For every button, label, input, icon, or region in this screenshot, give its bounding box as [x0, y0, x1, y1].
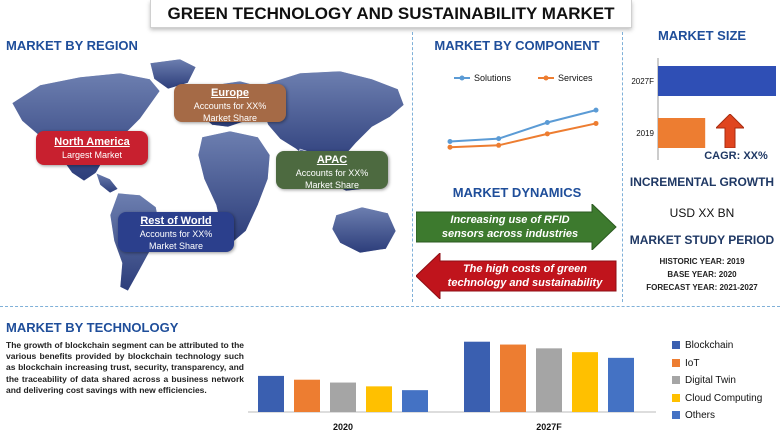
tech-bar-2020-iot	[294, 379, 320, 412]
legend-label: Others	[685, 410, 716, 421]
technology-section-title: MARKET BY TECHNOLOGY	[6, 320, 179, 335]
rest-of-world-name: Rest of World	[140, 215, 212, 227]
legend-item-digital-twin: Digital Twin	[672, 374, 780, 387]
divider-component-size	[622, 32, 623, 302]
legend-marker-services	[543, 75, 549, 81]
apac-desc-2: Market Share	[304, 180, 360, 190]
region-section-title: MARKET BY REGION	[6, 38, 138, 53]
map-label-apac: APAC Accounts for XX% Market Share	[276, 151, 388, 190]
map-label-rest-of-world: Rest of World Accounts for XX% Market Sh…	[118, 212, 234, 252]
europe-desc-2: Market Share	[202, 113, 258, 123]
series-line-solutions	[449, 109, 597, 143]
technology-description: The growth of blockchain segment can be …	[6, 340, 244, 395]
legend-swatch	[672, 411, 680, 420]
tech-bar-2020-others	[402, 390, 428, 412]
legend-item-others: Others	[672, 409, 780, 422]
point-solutions-1	[496, 136, 502, 142]
technology-legend: Blockchain IoT Digital Twin Cloud Computing…	[672, 339, 780, 427]
point-services-2	[544, 131, 550, 137]
tech-bar-2020-blockchain	[258, 375, 284, 412]
cagr-text: CAGR: XX%	[704, 150, 768, 162]
tech-bar-2027f-blockchain	[464, 341, 490, 412]
legend-marker-solutions	[459, 75, 465, 81]
legend-swatch	[672, 376, 680, 385]
dynamics-section-title: MARKET DYNAMICS	[452, 185, 582, 200]
legend-swatch	[672, 393, 680, 402]
component-line-chart: Solutions Services	[447, 73, 599, 150]
legend-label: IoT	[685, 357, 700, 369]
legend-item-blockchain: Blockchain	[672, 339, 780, 352]
point-solutions-2	[544, 120, 550, 125]
tech-bar-2027f-digital-twin	[536, 348, 562, 412]
north-america-name: North America	[54, 136, 130, 148]
legend-label: Digital Twin	[685, 375, 736, 386]
legend-label: Blockchain	[685, 340, 734, 351]
rest-of-world-desc-2: Market Share	[148, 241, 204, 251]
incremental-title: INCREMENTAL GROWTH	[629, 175, 775, 189]
divider-region-component	[412, 32, 413, 302]
forecast-year: FORECAST YEAR: 2021-2027	[646, 283, 758, 292]
north-america-desc: Largest Market	[61, 150, 123, 160]
apac-name: APAC	[316, 154, 348, 166]
europe-desc-1: Accounts for XX%	[193, 101, 267, 111]
point-services-0	[447, 144, 453, 150]
market-size-chart: 2027F 2019	[631, 58, 776, 160]
apac-desc-1: Accounts for XX%	[295, 168, 369, 178]
rest-of-world-desc-1: Accounts for XX%	[139, 229, 213, 239]
point-solutions-3	[593, 107, 599, 113]
legend-label-services: Services	[558, 73, 593, 83]
size-section-title: MARKET SIZE	[657, 28, 747, 43]
tech-category-2020: 2020	[333, 422, 353, 432]
series-line-services	[449, 122, 597, 149]
component-section-title: MARKET BY COMPONENT	[434, 38, 600, 53]
tech-bar-2027f-iot	[500, 344, 526, 412]
challenge-arrow	[416, 253, 617, 299]
challenge-text: The high costs of green technology and s…	[447, 263, 603, 303]
legend-label: Cloud Computing	[685, 392, 763, 404]
divider-top-bottom	[0, 306, 780, 307]
legend-item-cloud-computing: Cloud Computing	[672, 392, 780, 405]
size-bar-2019	[658, 118, 706, 148]
europe-name: Europe	[211, 87, 249, 99]
tech-bar-2027f-cloud-computing	[572, 352, 598, 412]
cagr-up-arrow	[716, 114, 744, 148]
point-solutions-0	[447, 139, 453, 144]
legend-item-iot: IoT	[672, 357, 780, 370]
legend-label-solutions: Solutions	[474, 73, 512, 83]
tech-bar-2020-digital-twin	[330, 382, 356, 412]
driver-text: Increasing use of RFID sensors across in…	[441, 214, 579, 240]
driver-arrow	[416, 204, 617, 250]
incremental-value: USD XX BN	[669, 206, 735, 220]
map-label-europe: Europe Accounts for XX% Market Share	[174, 84, 286, 123]
page-title: GREEN TECHNOLOGY AND SUSTAINABILITY MARK…	[150, 0, 632, 28]
tech-bar-2027f-others	[608, 357, 634, 412]
base-year: BASE YEAR: 2020	[667, 270, 737, 279]
size-label-2027f: 2027F	[631, 77, 654, 86]
study-period-title: MARKET STUDY PERIOD	[629, 233, 775, 247]
tech-bar-2020-cloud-computing	[366, 386, 392, 412]
legend-swatch	[672, 358, 680, 367]
tech-category-2027f: 2027F	[536, 422, 562, 432]
size-bar-2027f	[658, 66, 776, 96]
technology-bar-chart: 2020 2027F	[248, 341, 656, 432]
size-label-2019: 2019	[636, 129, 654, 138]
point-services-1	[496, 142, 502, 148]
point-services-3	[593, 120, 599, 126]
legend-swatch	[672, 341, 680, 350]
historic-year: HISTORIC YEAR: 2019	[659, 257, 745, 266]
map-label-north-america: North America Largest Market	[36, 131, 148, 165]
